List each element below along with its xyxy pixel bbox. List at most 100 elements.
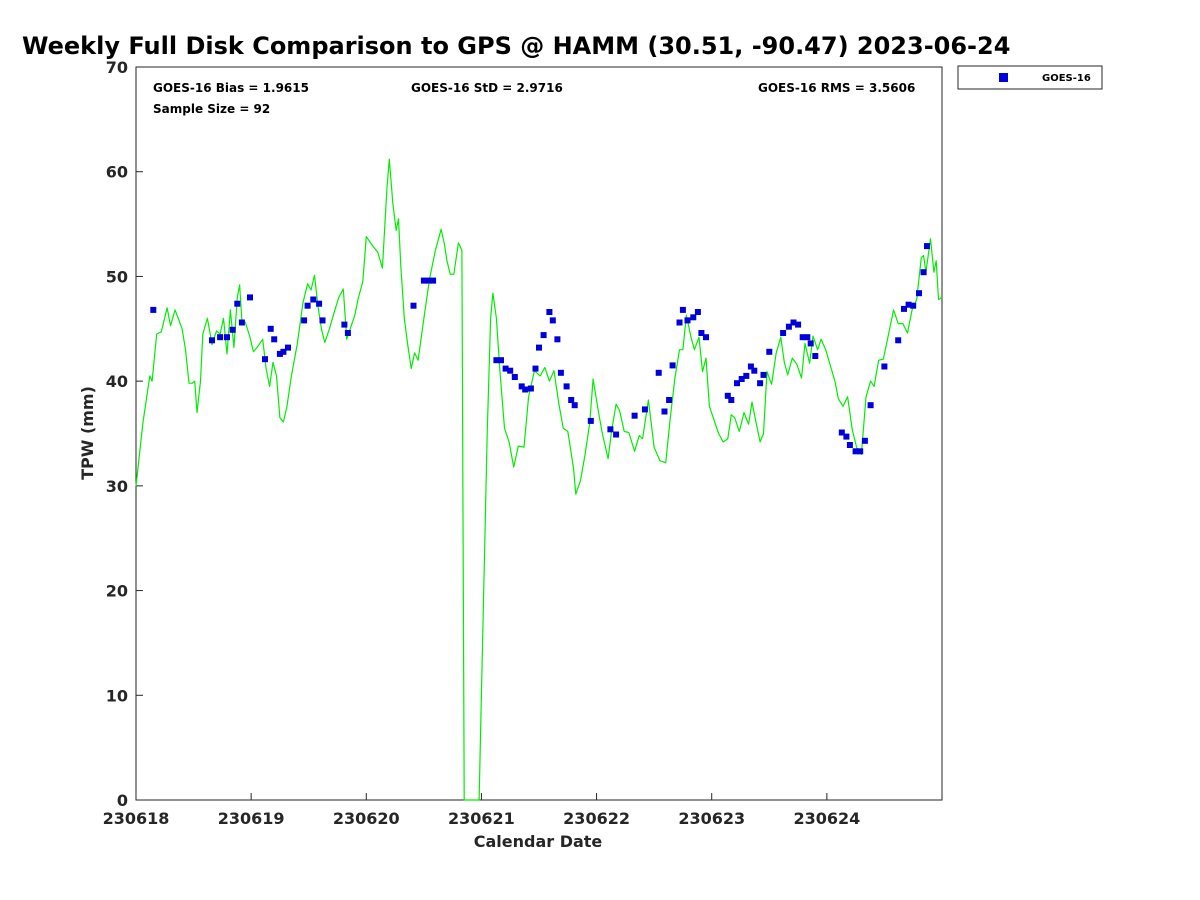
goes-16-point (285, 344, 291, 351)
goes-16-point (271, 336, 278, 343)
goes-16-point (679, 306, 686, 313)
goes-16-point (743, 372, 750, 379)
sample-size-stat: Sample Size = 92 (153, 102, 270, 116)
goes-16-point (867, 402, 874, 409)
goes-16-point (901, 305, 907, 312)
y-axis: 0 10 20 30 40 50 60 70 (106, 58, 143, 810)
goes-16-point (410, 302, 417, 309)
goes-16-point (924, 243, 930, 250)
goes-16-point (724, 392, 731, 399)
goes-16-point (568, 397, 575, 403)
goes-16-point (852, 448, 859, 455)
x-tick-label: 230623 (678, 809, 745, 828)
goes-16-point (747, 363, 754, 370)
goes-16-point (655, 369, 662, 376)
x-tick-label: 230620 (333, 809, 400, 828)
goes-16-point (613, 431, 620, 438)
y-tick-label: 40 (106, 372, 128, 391)
goes-16-point (532, 365, 539, 372)
goes-16-point (838, 429, 845, 436)
goes-16-point (669, 362, 676, 369)
goes-16-point (790, 319, 797, 326)
goes-16-point (684, 317, 691, 324)
y-tick-label: 0 (117, 791, 128, 810)
goes-16-point (881, 363, 888, 370)
goes-16-point (846, 442, 853, 448)
x-tick-label: 230624 (793, 809, 860, 828)
goes-16-point (310, 296, 317, 303)
y-tick-label: 20 (106, 582, 128, 601)
goes-16-point (341, 321, 348, 328)
goes-16-point (920, 269, 927, 276)
goes-16-point (229, 326, 236, 333)
goes-16-point (304, 302, 311, 309)
goes-16-point (546, 309, 553, 315)
goes-16-point (734, 380, 740, 387)
goes-16-point (425, 277, 432, 284)
legend: GOES-16 (957, 65, 1103, 90)
goes-16-point (812, 353, 819, 359)
goes-16-point (698, 330, 705, 336)
goes-16-point (916, 290, 922, 297)
goes-16-point (527, 385, 534, 392)
goes-16-point (276, 350, 283, 357)
x-axis: 230618 230619 230620 230621 230622 230623 2306… (103, 793, 860, 828)
goes-16-point (549, 317, 556, 324)
goes-16-point (799, 334, 806, 341)
goes-16-point (694, 309, 701, 315)
goes-16-point (676, 319, 683, 326)
goes-16-point (502, 365, 509, 372)
goes-16-point (209, 337, 215, 344)
goes-16-point (554, 336, 561, 343)
goes-16-point (420, 277, 427, 284)
rms-stat: GOES-16 RMS = 3.5606 (758, 81, 915, 95)
goes-16-point (757, 380, 764, 387)
goes-16-point (661, 408, 668, 415)
goes-16-point (766, 348, 773, 355)
y-tick-label: 70 (106, 58, 128, 77)
goes-16-point (690, 314, 697, 321)
goes-16-point (430, 277, 437, 284)
plot-area (135, 66, 943, 801)
goes-16-point (267, 325, 274, 332)
goes-16-point (843, 433, 850, 440)
goes-16-point (557, 369, 564, 376)
legend-box (957, 65, 1103, 90)
goes-16-point (224, 334, 230, 341)
goes-16-point (780, 330, 787, 336)
goes-16-point (522, 386, 529, 393)
y-tick-label: 50 (106, 267, 128, 286)
goes-16-point (666, 397, 673, 403)
goes-16-point (238, 319, 245, 326)
goes-16-point (905, 301, 912, 308)
goes-16-point (280, 348, 287, 355)
goes-16-point (316, 300, 323, 307)
legend-marker-square (999, 73, 1008, 82)
goes-16-point (910, 302, 917, 309)
y-axis-label: TPW (mm) (78, 386, 97, 480)
goes-16-point (247, 294, 253, 301)
goes-16-point (607, 426, 614, 433)
x-axis-label: Calendar Date (474, 832, 603, 851)
goes-16-point (234, 300, 241, 307)
y-tick-label: 30 (106, 477, 128, 496)
goes-16-point (498, 357, 504, 364)
goes-16-point (641, 406, 648, 413)
goes-16-point (518, 383, 525, 390)
bias-stat: GOES-16 Bias = 1.9615 (153, 81, 309, 95)
goes-16-point (319, 317, 326, 324)
y-tick-label: 60 (106, 163, 128, 182)
goes-16-point (807, 340, 814, 347)
goes-16-point (751, 367, 758, 374)
goes-16-point (507, 367, 514, 374)
legend-label: GOES-16 (1042, 73, 1091, 84)
gps-line (135, 158, 943, 801)
goes-16-point (563, 383, 570, 390)
goes-16-point (703, 334, 709, 341)
goes-16-point (728, 397, 735, 403)
goes-16-point (861, 437, 868, 444)
gps-series (135, 158, 943, 801)
goes-16-point (344, 330, 351, 336)
goes-16-point (785, 323, 792, 330)
